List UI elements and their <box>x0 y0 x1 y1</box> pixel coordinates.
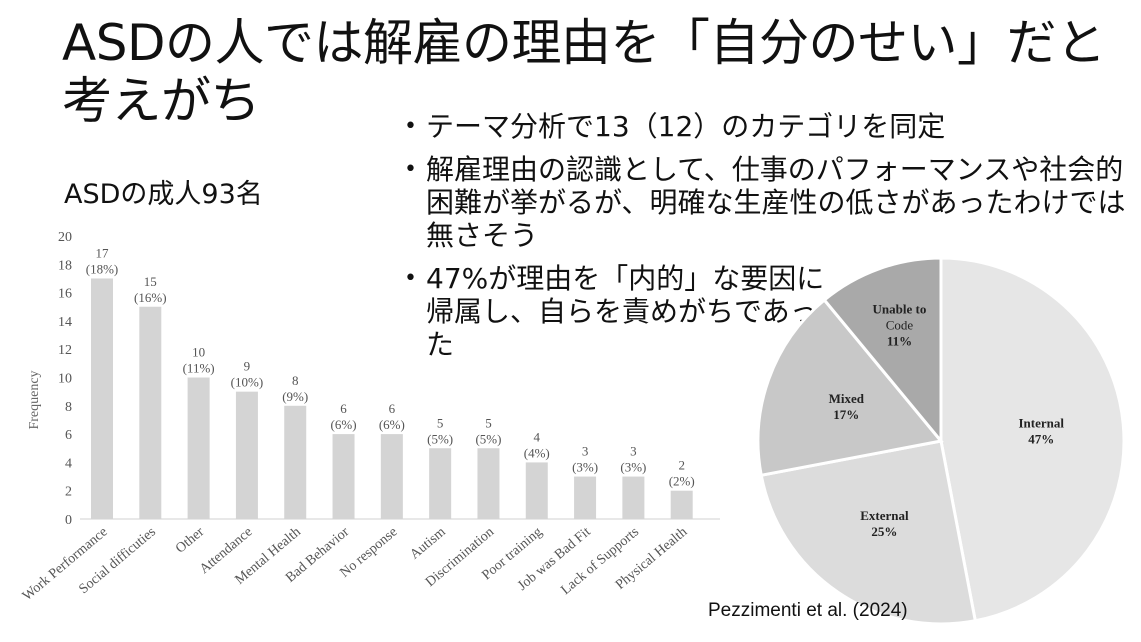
bar <box>670 490 693 519</box>
y-tick-label: 6 <box>65 428 72 443</box>
bar-percent-label: (4%) <box>524 445 550 460</box>
pie-slice <box>759 439 978 626</box>
pie-slice-percent: 11% <box>887 334 912 349</box>
pie-slice <box>756 297 944 478</box>
slide-title: ASDの人では解雇の理由を「自分のせい」だと考えがち <box>62 14 1106 130</box>
bar <box>187 377 210 519</box>
bullet-item: 47%が理由を「内的」な要因に帰属し、自らを責めがちであった <box>402 262 826 361</box>
bar <box>284 405 307 519</box>
y-tick-label: 20 <box>58 230 72 245</box>
bar-percent-label: (10%) <box>231 375 264 390</box>
pie-slice-percent: 17% <box>833 407 859 422</box>
bullet-list: テーマ分析で13（12）のカテゴリを同定 解雇理由の認識として、仕事のパフォーマ… <box>402 110 1132 361</box>
y-tick-label: 0 <box>65 513 72 528</box>
bar-percent-label: (11%) <box>183 361 215 376</box>
bar-value-label: 6 <box>389 401 396 416</box>
bar-percent-label: (6%) <box>331 417 357 432</box>
pie-slice-name: Internal <box>1018 416 1064 431</box>
bullet-item: テーマ分析で13（12）のカテゴリを同定 <box>402 110 1132 143</box>
bar <box>429 448 452 519</box>
pie-slice <box>822 256 943 446</box>
citation: Pezzimenti et al. (2024) <box>708 600 908 621</box>
bar-value-label: 5 <box>485 415 492 430</box>
y-tick-label: 16 <box>58 287 72 302</box>
bar-value-label: 3 <box>582 444 589 459</box>
bar <box>139 306 162 519</box>
bar <box>622 476 645 519</box>
bar-percent-label: (9%) <box>282 389 308 404</box>
bar <box>91 278 113 519</box>
bar <box>574 476 597 519</box>
pie-slice-name: Mixed <box>829 391 865 406</box>
x-tick-label: Other <box>173 524 207 556</box>
y-tick-label: 10 <box>58 372 72 387</box>
pie-slice-name: Code <box>886 318 914 333</box>
bar-value-label: 2 <box>678 458 685 473</box>
y-tick-label: 18 <box>58 258 72 273</box>
y-axis-label: Frequency <box>27 370 42 429</box>
bar <box>477 448 500 519</box>
pie-slice-percent: 47% <box>1028 432 1054 447</box>
bar <box>380 434 403 519</box>
bar-value-label: 15 <box>144 274 157 289</box>
y-tick-label: 4 <box>65 456 72 471</box>
bar-value-label: 17 <box>96 245 110 260</box>
bar-value-label: 3 <box>630 444 637 459</box>
y-tick-label: 12 <box>58 343 72 358</box>
bar-value-label: 6 <box>340 401 347 416</box>
bar-value-label: 5 <box>437 415 444 430</box>
y-tick-label: 8 <box>65 400 72 415</box>
pie-slice-name: External <box>860 508 909 523</box>
bar-percent-label: (6%) <box>379 417 405 432</box>
bar-percent-label: (5%) <box>427 431 453 446</box>
y-tick-label: 14 <box>58 315 72 330</box>
bar-percent-label: (16%) <box>134 290 167 305</box>
pie-slice-name: Unable to <box>873 302 927 317</box>
bar-value-label: 4 <box>534 429 541 444</box>
bar-chart: 0 2 4 6 8 10 12 14 16 18 20 17(18%) Work Performanc… <box>20 230 720 604</box>
bullet-item: 解雇理由の認識として、仕事のパフォーマンスや社会的困難が挙がるが、明確な生産性の… <box>402 153 1132 252</box>
bar-value-label: 9 <box>244 359 251 374</box>
pie-slice <box>939 256 1126 623</box>
bar <box>332 434 355 519</box>
bar <box>525 462 548 519</box>
bar-percent-label: (5%) <box>475 431 501 446</box>
bar-percent-label: (2%) <box>669 474 695 489</box>
bar-percent-label: (18%) <box>86 261 119 276</box>
bar-value-label: 8 <box>292 373 299 388</box>
bar-value-label: 10 <box>192 345 205 360</box>
x-tick-label: Work Performance <box>20 525 111 604</box>
bar-percent-label: (3%) <box>572 460 598 475</box>
bar <box>235 391 258 519</box>
pie-slice-percent: 25% <box>871 524 897 539</box>
y-tick-label: 2 <box>65 485 72 500</box>
sample-size-label: ASDの成人93名 <box>64 179 263 210</box>
bar-percent-label: (3%) <box>620 460 646 475</box>
x-tick-label: Autism <box>407 525 448 563</box>
